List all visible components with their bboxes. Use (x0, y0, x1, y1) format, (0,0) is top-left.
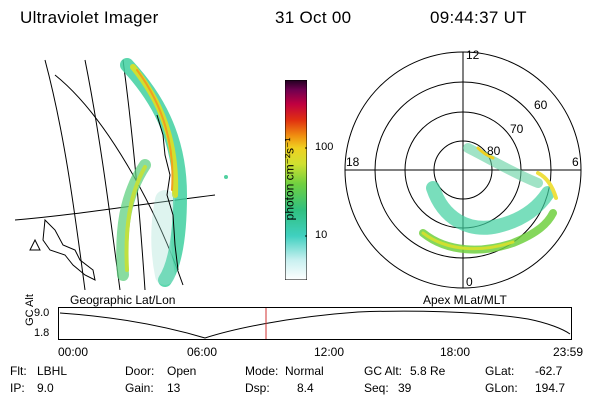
meridian-line (44, 59, 86, 290)
colorbar-tick-10: 10 (315, 229, 328, 241)
ip-label: IP: (10, 381, 25, 395)
gcalt-value: 5.8 Re (410, 364, 446, 378)
lat-label-80: 80 (487, 144, 501, 158)
geographic-map (15, 58, 228, 290)
lat-label-60: 60 (534, 98, 548, 112)
glon-label: GLon: (485, 381, 518, 395)
door-value: Open (167, 364, 197, 378)
glat-label: GLat: (485, 364, 515, 378)
altitude-timeline (58, 307, 572, 340)
door-label: Door: (125, 364, 155, 378)
auroral-emission (116, 58, 188, 287)
colorbar (285, 80, 307, 280)
time-tick-1200: 12:00 (314, 345, 345, 359)
instrument-title: Ultraviolet Imager (20, 8, 159, 27)
mlt-label-12: 12 (466, 48, 480, 62)
flt-value: LBHL (37, 364, 68, 378)
gain-label: Gain: (125, 381, 154, 395)
timeline-ytick-top: 9.0 (34, 307, 50, 319)
colorbar-tick-100: 100 (315, 141, 334, 153)
colorbar-title: photon cm⁻²s⁻¹ (282, 137, 297, 221)
apex-label: Apex MLat/MLT (423, 293, 507, 307)
meridian-line (84, 59, 121, 290)
auroral-oval (419, 143, 558, 254)
polar-map: 12 18 6 0 60 70 80 (344, 48, 582, 289)
flt-label: Flt: (10, 364, 27, 378)
lat-label-70: 70 (510, 122, 524, 136)
dsp-value: 8.4 (297, 381, 314, 395)
timeline-ytick-bottom: 1.8 (34, 327, 50, 339)
time-tick-1800: 18:00 (440, 345, 471, 359)
mlt-label-6: 6 (572, 155, 579, 169)
mode-label: Mode: (245, 364, 279, 378)
coastline (29, 114, 179, 281)
dsp-label: Dsp: (245, 381, 270, 395)
ip-value: 9.0 (37, 381, 54, 395)
time-tick-0600: 06:00 (187, 345, 218, 359)
gain-value: 13 (167, 381, 181, 395)
mlt-label-18: 18 (346, 155, 360, 169)
date-label: 31 Oct 00 (275, 8, 352, 27)
seq-value: 39 (398, 381, 412, 395)
time-label: 09:44:37 UT (430, 8, 527, 27)
seq-label: Seq: (364, 381, 389, 395)
mode-value: Normal (285, 364, 324, 378)
gcalt-label: GC Alt: (364, 364, 403, 378)
glon-value: 194.7 (535, 381, 566, 395)
time-tick-2359: 23:59 (553, 345, 584, 359)
time-tick-0000: 00:00 (58, 345, 89, 359)
geographic-label: Geographic Lat/Lon (70, 293, 176, 307)
mlt-label-0: 0 (466, 275, 473, 289)
glat-value: -62.7 (535, 364, 563, 378)
